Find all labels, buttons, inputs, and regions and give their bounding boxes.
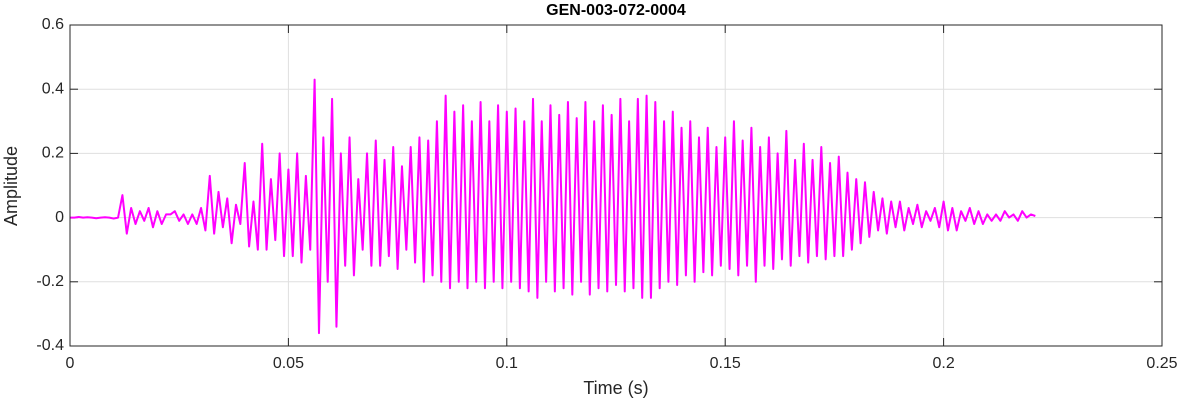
waveform-line (70, 78, 1036, 335)
y-tick-label: 0.6 (42, 16, 64, 33)
x-tick-label: 0.2 (932, 355, 954, 372)
x-axis-label: Time (s) (583, 378, 648, 398)
x-tick-label: 0 (66, 355, 75, 372)
axes-box (69, 24, 1163, 347)
y-tick-label: 0 (55, 209, 64, 226)
plot-area (70, 78, 1036, 335)
y-tick-label: 0.2 (42, 145, 64, 162)
y-axis-label: Amplitude (1, 146, 21, 226)
x-tick-label: 0.15 (710, 355, 741, 372)
y-tick-label: -0.4 (36, 337, 64, 354)
y-tick-label: 0.4 (42, 80, 64, 97)
x-tick-label: 0.1 (496, 355, 518, 372)
y-tick-label: -0.2 (36, 273, 64, 290)
x-tick-label: 0.05 (273, 355, 304, 372)
grid (69, 24, 1163, 347)
chart-title: GEN-003-072-0004 (546, 2, 686, 19)
x-tick-label: 0.25 (1146, 355, 1177, 372)
